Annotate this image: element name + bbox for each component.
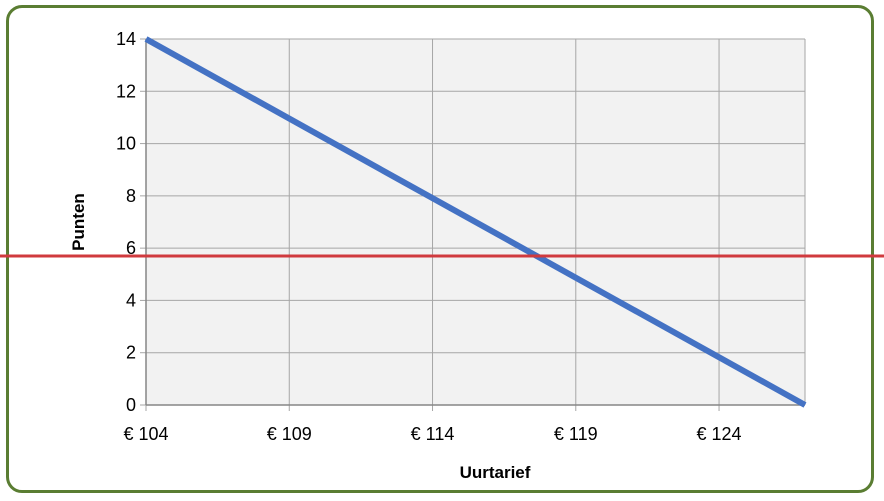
x-tick-label: € 109 <box>267 424 312 444</box>
y-tick-label: 12 <box>116 81 136 101</box>
grid-lines <box>140 38 806 411</box>
y-axis-title: Punten <box>69 193 88 251</box>
y-tick-label: 6 <box>126 238 136 258</box>
y-tick-label: 0 <box>126 395 136 415</box>
x-tick-label: € 114 <box>411 424 455 444</box>
y-tick-label: 8 <box>126 186 136 206</box>
y-tick-label: 10 <box>116 134 136 154</box>
series-layer <box>144 36 807 408</box>
x-tick-label: € 124 <box>697 424 742 444</box>
x-tick-label: € 119 <box>554 424 598 444</box>
tick-labels: 0 2 4 6 8 10 12 14 € 104 € 109 € 114 € 119 € 124 <box>116 29 742 444</box>
y-tick-label: 2 <box>126 343 136 363</box>
y-tick-label: 4 <box>126 290 136 310</box>
y-tick-label: 14 <box>116 29 136 49</box>
series-line <box>144 36 807 408</box>
x-tick-label: € 104 <box>123 424 168 444</box>
x-axis-title: Uurtarief <box>460 463 531 482</box>
